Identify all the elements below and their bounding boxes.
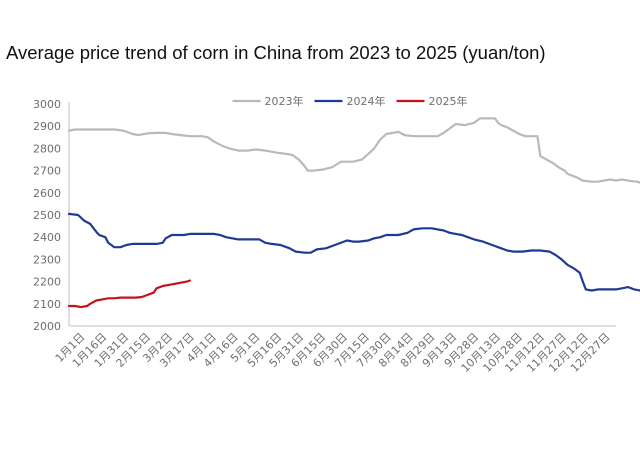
legend-label: 2025年	[429, 94, 468, 108]
y-tick-label: 2100	[33, 298, 61, 311]
y-tick-label: 2400	[33, 231, 61, 244]
y-tick-label: 2300	[33, 253, 61, 266]
legend-item: 2025年	[396, 94, 468, 108]
series-line-2025年	[67, 279, 191, 309]
y-tick-label: 2800	[33, 142, 61, 155]
y-tick-label: 2000	[33, 320, 61, 333]
y-tick-label: 2500	[33, 209, 61, 222]
y-tick-label: 2200	[33, 276, 61, 289]
series-layer	[67, 117, 640, 309]
y-axis: 3000 2900 2800 2700 2600 2500 2400 2300 2200 2100…	[33, 98, 70, 333]
y-tick-label: 2900	[33, 120, 61, 133]
y-tick-label: 3000	[33, 98, 61, 111]
y-tick-label: 2700	[33, 165, 61, 178]
legend-item: 2023年	[232, 94, 304, 108]
x-axis: 1月1日1月16日1月31日2月15日3月2日3月17日4月1日4月16日5月1…	[53, 325, 616, 375]
y-tick-label: 2600	[33, 187, 61, 200]
series-line-2023年	[67, 117, 640, 184]
legend-label: 2023年	[265, 94, 304, 108]
legend-label: 2024年	[347, 94, 386, 108]
series-line-2024年	[67, 212, 640, 292]
chart-legend: 2023年 2024年 2025年	[232, 94, 468, 108]
legend-item: 2024年	[314, 94, 386, 108]
chart-title: Average price trend of corn in China fro…	[6, 42, 546, 63]
